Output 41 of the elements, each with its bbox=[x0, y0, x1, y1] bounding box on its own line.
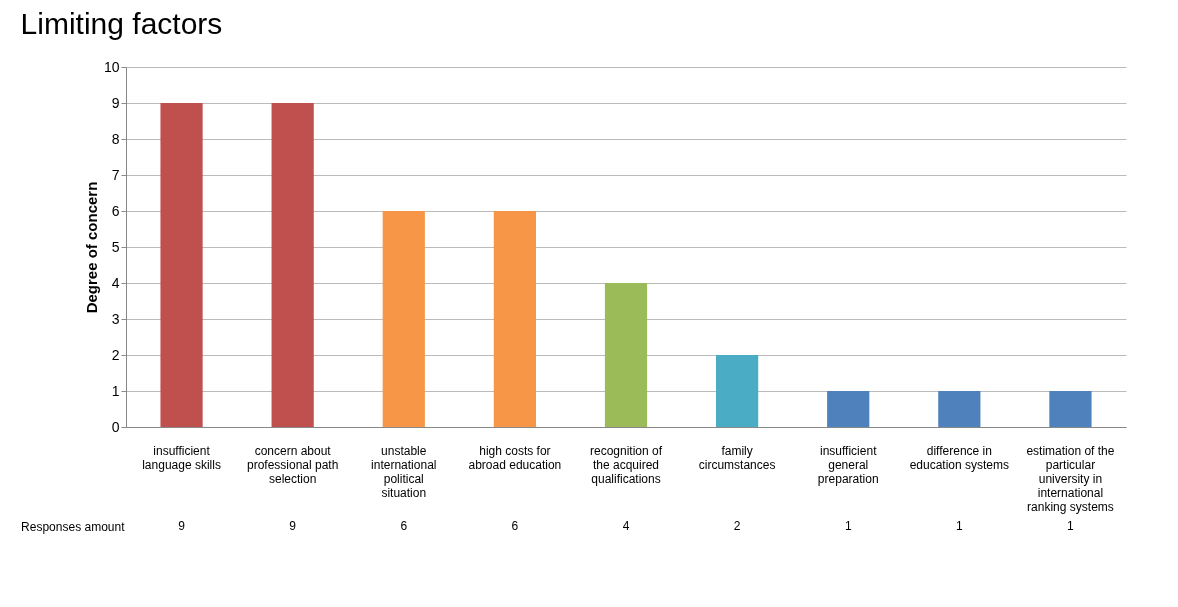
data-label: 4 bbox=[622, 519, 630, 533]
bar bbox=[938, 391, 981, 427]
text: Responses amount bbox=[21, 519, 126, 534]
x-tick-label: difference in education systems bbox=[909, 443, 1010, 472]
data-label: 6 bbox=[400, 519, 408, 533]
data-label: 9 bbox=[178, 519, 186, 533]
x-tick-label: concern about professional path selection bbox=[246, 443, 339, 486]
x-tick-label: family circumstances bbox=[698, 443, 776, 472]
bar bbox=[604, 283, 648, 427]
chart-title: Limiting factors bbox=[20, 7, 223, 40]
x-tick-label: recognition of the acquired qualifications bbox=[589, 443, 663, 486]
data-label: 1 bbox=[1067, 519, 1075, 533]
y-tick-label: 0 bbox=[111, 418, 120, 435]
bar bbox=[271, 103, 314, 427]
data-label: 6 bbox=[511, 519, 519, 533]
y-tick-label: 7 bbox=[111, 166, 120, 183]
y-tick-label: 2 bbox=[111, 346, 120, 363]
y-tick-label: 10 bbox=[103, 58, 120, 75]
y-tick-label: 1 bbox=[111, 382, 120, 399]
y-tick-label: 4 bbox=[111, 274, 120, 291]
bar bbox=[493, 211, 536, 427]
x-tick-label: insufficient language skills bbox=[142, 443, 221, 472]
bar bbox=[160, 103, 203, 427]
y-tick-label: 6 bbox=[111, 202, 120, 219]
y-tick-label: 5 bbox=[111, 238, 120, 255]
x-tick-label: insufficient general preparation bbox=[817, 443, 879, 486]
y-axis-title: Degree of concern bbox=[82, 181, 100, 314]
data-label: 2 bbox=[733, 519, 741, 533]
bar bbox=[1049, 391, 1092, 427]
data-label: 1 bbox=[955, 519, 963, 533]
x-tick-label: estimation of the particular university in international ranking systems bbox=[1026, 443, 1115, 514]
x-tick-label: unstable international political situation bbox=[371, 443, 437, 500]
y-tick-label: 3 bbox=[111, 310, 120, 327]
bar bbox=[827, 391, 870, 427]
y-tick-label: 9 bbox=[111, 94, 120, 111]
bar bbox=[382, 211, 425, 427]
y-tick-label: 8 bbox=[111, 130, 120, 147]
bar bbox=[716, 355, 759, 427]
data-label: 1 bbox=[844, 519, 852, 533]
x-tick-label: high costs for abroad education bbox=[468, 443, 562, 472]
data-label: 9 bbox=[289, 519, 297, 533]
